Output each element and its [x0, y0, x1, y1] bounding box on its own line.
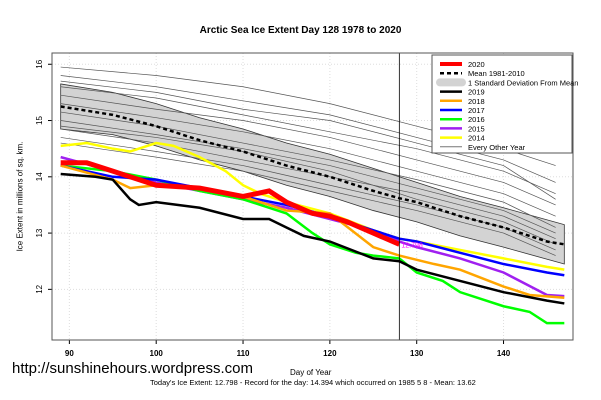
x-tick-label: 130 [410, 349, 424, 358]
x-tick-label: 90 [65, 349, 74, 358]
legend-label: 2018 [468, 97, 485, 106]
other-year-line [60, 142, 556, 256]
other-year-line [60, 120, 556, 234]
legend-label: 2019 [468, 88, 485, 97]
mean-line [60, 105, 565, 246]
legend-label: 2017 [468, 106, 485, 115]
x-tick-label: 110 [237, 349, 250, 358]
other-year-line [60, 94, 556, 206]
watermark-url: http://sunshinehours.wordpress.com [12, 360, 253, 377]
legend-label: Mean 1981-2010 [468, 69, 525, 78]
series-line-2019 [60, 172, 565, 305]
std-dev-band [60, 83, 565, 265]
legend-label: 2020 [468, 60, 485, 69]
y-tick-label: 12 [35, 284, 44, 293]
x-tick-label: 100 [150, 349, 164, 358]
other-year-line [60, 111, 556, 228]
x-tick-label: 120 [323, 349, 337, 358]
legend-label: 2015 [468, 124, 485, 133]
y-tick-label: 16 [35, 59, 44, 68]
y-tick-label: 14 [35, 172, 44, 181]
other-year-line [60, 103, 556, 217]
footer-stats: Today's Ice Extent: 12.798 - Record for … [150, 378, 476, 387]
legend-label: Every Other Year [468, 143, 526, 152]
series-line-2018 [60, 164, 565, 300]
chart-title: Arctic Sea Ice Extent Day 128 1978 to 20… [199, 25, 402, 36]
legend-label: 1 Standard Deviation From Mean [468, 78, 578, 87]
other-year-line [60, 125, 556, 245]
legend-label: 2014 [468, 134, 485, 143]
other-year-line [60, 80, 556, 200]
x-tick-label: 140 [497, 349, 511, 358]
x-axis-label: Day of Year [290, 368, 332, 377]
other-year-line [60, 75, 556, 183]
series-line-2020 [60, 160, 401, 247]
other-year-line [60, 86, 556, 195]
plot-frame [51, 52, 574, 341]
y-tick-label: 13 [35, 228, 44, 237]
legend-label: 2016 [468, 115, 485, 124]
y-tick-label: 15 [35, 116, 44, 125]
other-year-line [60, 137, 556, 251]
point-label: 12.798 [401, 242, 423, 249]
